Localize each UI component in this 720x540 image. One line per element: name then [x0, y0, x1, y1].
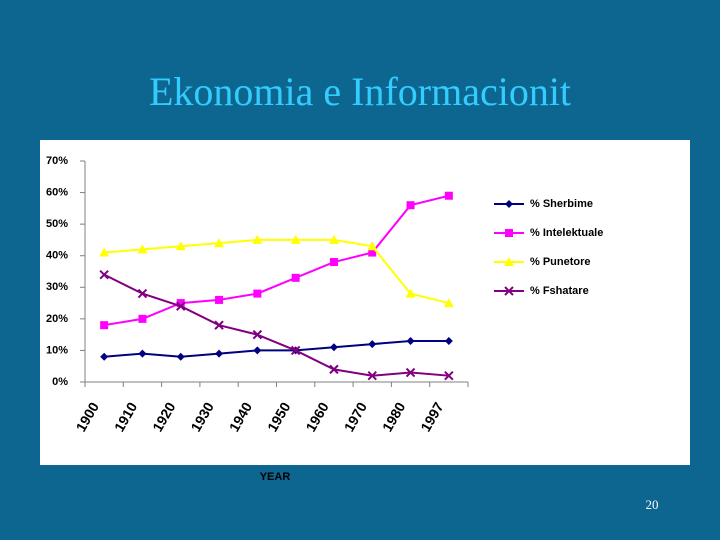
marker [215, 349, 224, 358]
marker [405, 367, 416, 378]
marker [368, 340, 377, 349]
marker [252, 329, 263, 340]
marker [504, 257, 514, 266]
marker [137, 288, 148, 299]
marker [368, 248, 377, 257]
page-number: 20 [646, 497, 659, 512]
marker [504, 286, 514, 296]
y-tick-label: 0% [52, 376, 68, 388]
marker [367, 370, 377, 381]
marker [137, 244, 148, 254]
marker [176, 301, 186, 311]
y-tick-label: 10% [46, 344, 68, 356]
marker [253, 289, 262, 298]
marker [138, 314, 147, 323]
marker [329, 364, 339, 375]
marker [443, 298, 454, 308]
marker [505, 200, 513, 208]
marker [406, 336, 415, 345]
marker [175, 241, 186, 251]
marker [444, 336, 453, 345]
series-line [103, 194, 450, 327]
marker [290, 345, 301, 356]
y-tick-label: 30% [46, 281, 68, 293]
legend-label: % Punetore [530, 256, 591, 268]
marker [214, 320, 224, 330]
marker [367, 241, 378, 251]
marker [505, 229, 513, 237]
legend-label: % Fshatare [530, 285, 589, 297]
y-tick-label: 70% [46, 155, 68, 167]
marker [214, 238, 225, 248]
series-line [104, 238, 450, 305]
series-line [104, 339, 449, 358]
y-tick-label: 60% [46, 186, 68, 198]
marker [329, 343, 338, 352]
marker [100, 321, 109, 330]
marker [176, 299, 185, 308]
marker [138, 349, 147, 358]
marker [100, 352, 109, 361]
marker [406, 201, 415, 210]
marker [444, 370, 454, 381]
marker [405, 288, 416, 298]
marker [290, 234, 301, 244]
marker [291, 273, 300, 282]
marker [253, 346, 262, 355]
marker [329, 258, 338, 267]
marker [328, 234, 339, 244]
marker [252, 234, 263, 244]
series-line [103, 273, 449, 377]
y-tick-label: 20% [46, 313, 68, 325]
marker [99, 247, 110, 257]
y-tick-label: 40% [46, 250, 68, 262]
slide-title: Ekonomia e Informacionit [149, 69, 571, 114]
marker [176, 352, 185, 361]
marker [215, 295, 224, 304]
x-axis-label: YEAR [260, 471, 291, 483]
y-tick-label: 50% [46, 218, 68, 230]
marker [99, 269, 109, 280]
marker [444, 191, 453, 200]
legend-label: % Sherbime [530, 198, 593, 210]
legend-label: % Intelektuale [530, 227, 603, 239]
